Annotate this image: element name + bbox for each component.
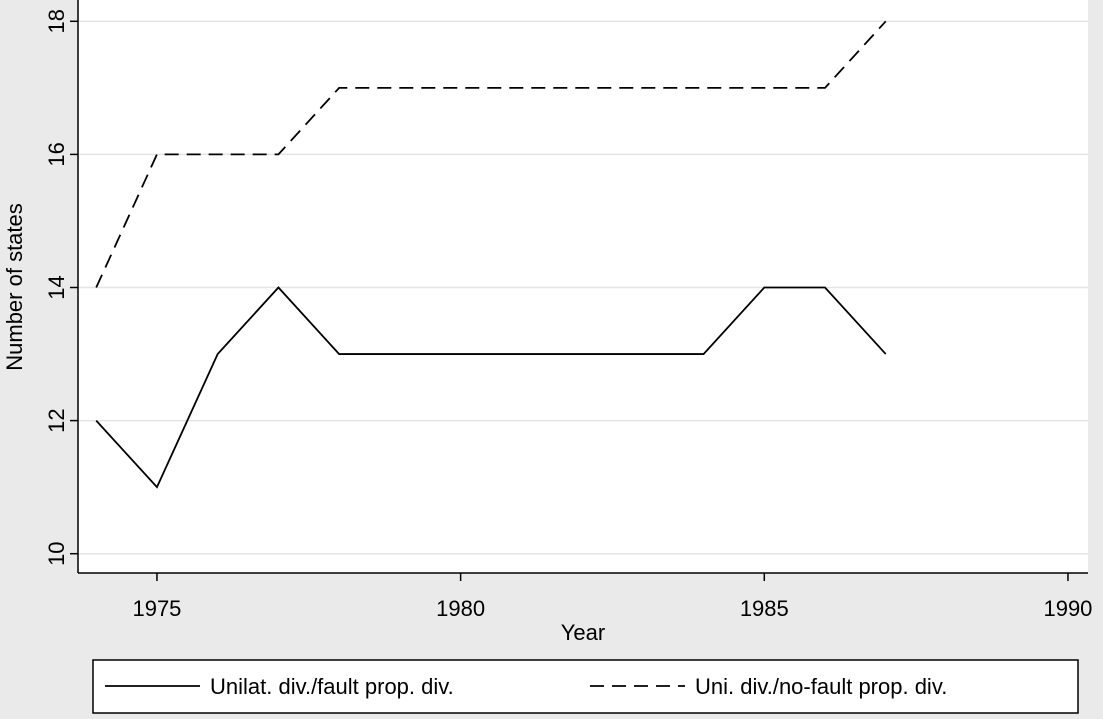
legend-label: Unilat. div./fault prop. div. bbox=[210, 674, 454, 699]
legend bbox=[92, 659, 1079, 714]
y-tick-label: 10 bbox=[44, 541, 69, 565]
plot-area bbox=[78, 0, 1088, 573]
y-tick-label: 18 bbox=[44, 9, 69, 33]
y-tick-label: 12 bbox=[44, 408, 69, 432]
y-axis-label: Number of states bbox=[2, 203, 27, 371]
y-tick-label: 14 bbox=[44, 275, 69, 299]
x-tick-label: 1980 bbox=[436, 596, 485, 621]
x-tick-label: 1985 bbox=[740, 596, 789, 621]
legend-label: Uni. div./no-fault prop. div. bbox=[695, 674, 947, 699]
x-tick-label: 1990 bbox=[1043, 596, 1092, 621]
series-line bbox=[95, 286, 887, 489]
x-axis-label: Year bbox=[561, 620, 605, 645]
x-tick-label: 1975 bbox=[132, 596, 181, 621]
series-line bbox=[95, 20, 887, 288]
y-tick-label: 16 bbox=[44, 142, 69, 166]
